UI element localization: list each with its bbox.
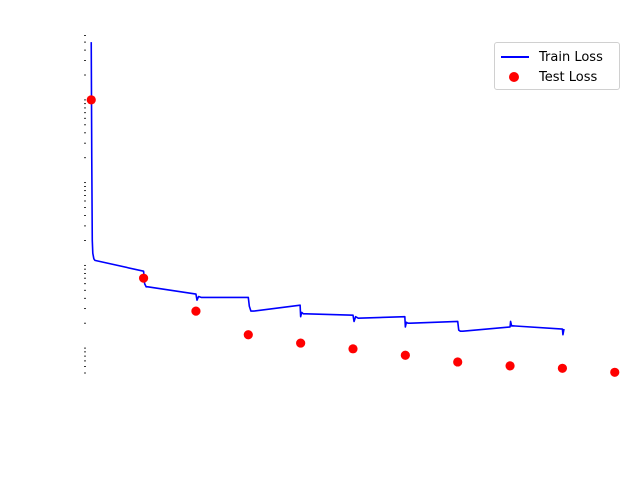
test-loss-point bbox=[86, 95, 96, 105]
legend-label-test: Test Loss bbox=[539, 69, 598, 85]
test-loss-point bbox=[296, 338, 306, 348]
test-loss-point bbox=[400, 350, 410, 360]
test-loss-point bbox=[610, 367, 620, 377]
train-loss-swatch bbox=[501, 56, 529, 58]
y-axis-ticks bbox=[84, 35, 86, 374]
test-loss-point bbox=[138, 273, 149, 283]
legend-entry-test: Test Loss bbox=[495, 67, 619, 87]
train-loss-series bbox=[90, 42, 565, 336]
test-loss-series bbox=[86, 95, 620, 377]
test-loss-point bbox=[191, 306, 201, 316]
train-loss-line bbox=[90, 42, 565, 336]
legend-entry-train: Train Loss bbox=[495, 47, 619, 67]
test-loss-point bbox=[348, 344, 358, 354]
test-loss-swatch bbox=[509, 72, 519, 82]
test-loss-point bbox=[557, 363, 568, 373]
test-loss-point bbox=[505, 361, 515, 371]
chart-legend: Train Loss Test Loss bbox=[494, 42, 620, 90]
legend-label-train: Train Loss bbox=[539, 49, 603, 65]
test-loss-point bbox=[243, 330, 253, 340]
test-loss-point bbox=[453, 357, 463, 367]
